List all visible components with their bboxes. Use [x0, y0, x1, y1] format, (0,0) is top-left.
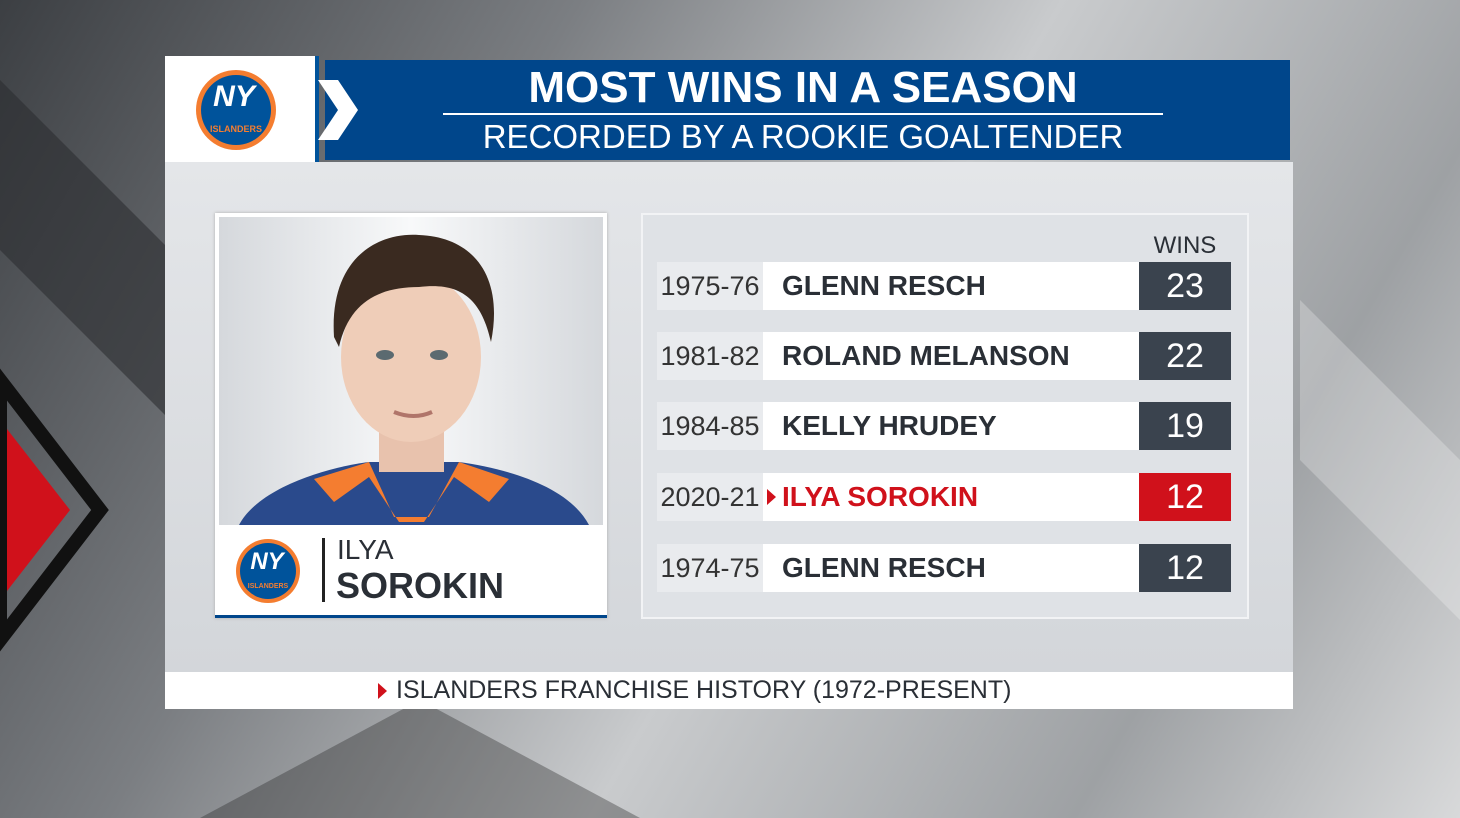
- season-cell: 1975-76: [657, 262, 763, 310]
- wins-cell: 19: [1139, 402, 1231, 450]
- season-cell: 1981-82: [657, 332, 763, 380]
- table-row: 1975-76 GLENN RESCH 23: [657, 262, 1231, 310]
- table-row: 1974-75 GLENN RESCH 12: [657, 544, 1231, 592]
- footer-note: ISLANDERS FRANCHISE HISTORY (1972-PRESEN…: [396, 676, 1012, 704]
- table-row: 2020-21 ILYA SOROKIN 12: [657, 473, 1231, 521]
- title-rule: [443, 113, 1163, 115]
- season-cell: 2020-21: [657, 473, 763, 521]
- player-photo: [219, 217, 603, 525]
- name-cell: ILYA SOROKIN: [763, 473, 1139, 521]
- name-cell: ROLAND MELANSON: [763, 332, 1139, 380]
- season-cell: 1984-85: [657, 402, 763, 450]
- wins-cell: 12: [1139, 544, 1231, 592]
- header-chevron: [318, 80, 358, 140]
- card-logo: NY ISLANDERS: [236, 539, 300, 603]
- logo-monogram: NY: [213, 80, 258, 113]
- player-first-name: ILYA: [337, 534, 394, 565]
- team-logo: NY ISLANDERS: [196, 70, 276, 150]
- header-divider: [315, 56, 319, 162]
- footer-arrow: [378, 683, 387, 699]
- name-cell: KELLY HRUDEY: [763, 402, 1139, 450]
- name-divider: [322, 538, 325, 602]
- wins-cell: 23: [1139, 262, 1231, 310]
- player-last-name: SOROKIN: [336, 565, 505, 606]
- column-header: WINS: [1153, 232, 1217, 259]
- name-cell: GLENN RESCH: [763, 262, 1139, 310]
- title: MOST WINS IN A SEASON: [528, 63, 1078, 112]
- footer-bar: [165, 672, 1293, 709]
- wins-cell: 12: [1139, 473, 1231, 521]
- season-cell: 1974-75: [657, 544, 763, 592]
- name-cell: GLENN RESCH: [763, 544, 1139, 592]
- wins-cell: 22: [1139, 332, 1231, 380]
- subtitle: RECORDED BY A ROOKIE GOALTENDER: [482, 118, 1124, 155]
- logo-wordmark: ISLANDERS: [210, 124, 262, 134]
- card-logo-wordmark: ISLANDERS: [248, 583, 289, 590]
- table-row: 1981-82 ROLAND MELANSON 22: [657, 332, 1231, 380]
- header-banner: [325, 60, 1290, 160]
- card-logo-monogram: NY: [250, 548, 285, 575]
- table-row: 1984-85 KELLY HRUDEY 19: [657, 402, 1231, 450]
- highlight-arrow: [767, 489, 776, 505]
